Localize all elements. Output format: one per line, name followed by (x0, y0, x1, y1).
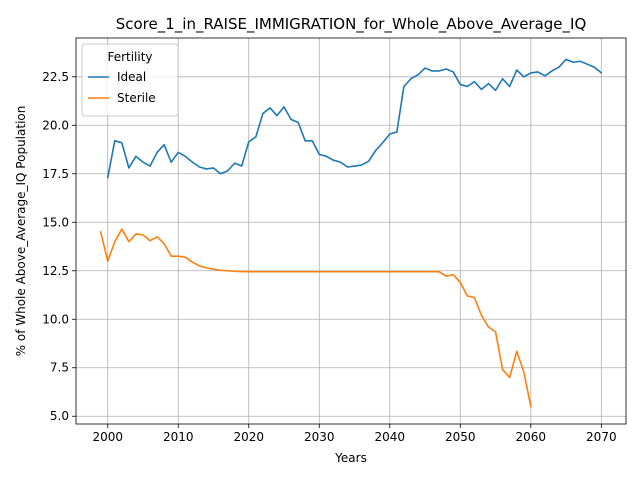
x-tick-label: 2010 (163, 430, 194, 444)
x-tick-label: 2060 (516, 430, 547, 444)
y-tick-label: 5.0 (50, 409, 69, 423)
y-tick-label: 22.5 (42, 70, 69, 84)
y-tick-label: 12.5 (42, 264, 69, 278)
x-tick-label: 2020 (233, 430, 264, 444)
y-tick-label: 7.5 (50, 361, 69, 375)
x-tick-label: 2070 (586, 430, 617, 444)
x-tick-label: 2000 (92, 430, 123, 444)
y-tick-label: 10.0 (42, 312, 69, 326)
legend-label-ideal: Ideal (117, 70, 146, 84)
series-layer (99, 58, 603, 408)
x-axis-label: Years (334, 451, 367, 465)
chart-title: Score_1_in_RAISE_IMMIGRATION_for_Whole_A… (116, 15, 587, 34)
plot-frame (75, 37, 627, 425)
x-tick-label: 2030 (304, 430, 335, 444)
legend-title: Fertility (107, 50, 152, 64)
y-axis-label: % of Whole Above_Average_IQ Population (14, 106, 28, 357)
y-tick-label: 20.0 (42, 118, 69, 132)
series-line-sterile (99, 228, 532, 408)
x-tick-label: 2050 (445, 430, 476, 444)
series-line-ideal (106, 58, 603, 179)
grid-layer (76, 38, 626, 424)
y-tick-label: 15.0 (42, 215, 69, 229)
tick-layer: 2000 2010 2020 2030 2040 2050 2060 2070 5.0 7.5 10… (42, 70, 616, 444)
legend-label-sterile: Sterile (117, 91, 156, 105)
legend: Fertility Ideal Sterile (81, 43, 179, 117)
x-tick-label: 2040 (375, 430, 406, 444)
y-tick-label: 17.5 (42, 167, 69, 181)
